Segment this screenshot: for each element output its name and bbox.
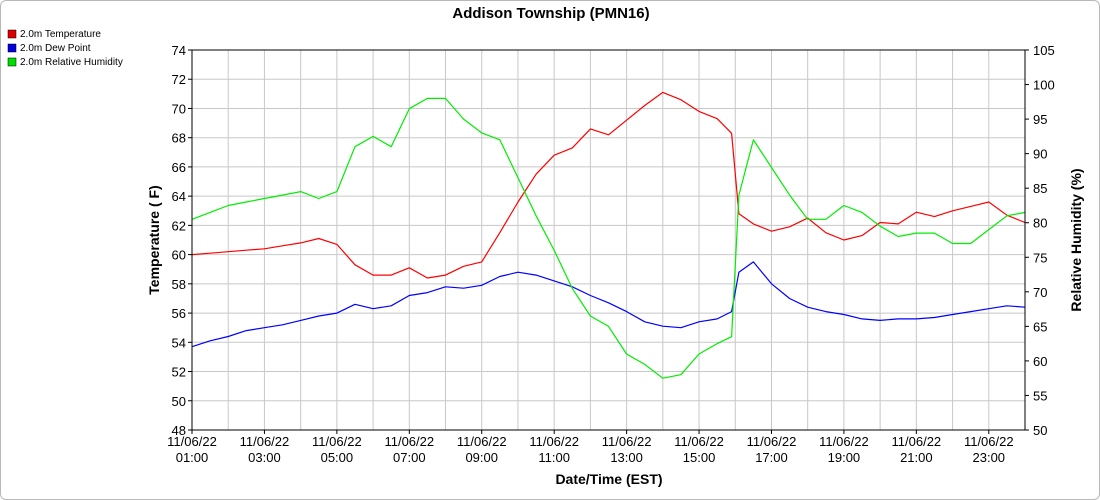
x-tick-date: 11/06/22 bbox=[167, 434, 217, 449]
left-tick-label: 72 bbox=[172, 72, 186, 87]
y-axis-label-right: Relative Humidity (%) bbox=[1068, 168, 1084, 311]
right-tick-label: 55 bbox=[1033, 388, 1047, 403]
x-tick-date: 11/06/22 bbox=[819, 434, 869, 449]
legend-label-temperature: 2.0m Temperature bbox=[20, 29, 101, 40]
left-tick-label: 48 bbox=[172, 423, 186, 438]
right-tick-label: 105 bbox=[1033, 43, 1055, 58]
right-tick-label: 70 bbox=[1033, 285, 1047, 300]
series-line-2-0m-dew-point bbox=[191, 261, 1026, 348]
x-tick-time: 21:00 bbox=[900, 450, 933, 465]
x-tick-date: 11/06/22 bbox=[457, 434, 507, 449]
right-tick-label: 100 bbox=[1033, 78, 1055, 93]
legend-swatch-relative-humidity bbox=[7, 57, 17, 67]
x-tick-time: 15:00 bbox=[683, 450, 716, 465]
x-tick-time: 01:00 bbox=[176, 450, 209, 465]
x-tick-time: 11:00 bbox=[538, 450, 570, 465]
left-tick-label: 62 bbox=[172, 218, 186, 233]
x-axis-ticks: 11/06/2201:0011/06/2203:0011/06/2205:001… bbox=[167, 430, 1014, 465]
left-tick-label: 74 bbox=[172, 43, 186, 58]
x-tick-date: 11/06/22 bbox=[674, 434, 724, 449]
left-axis-ticks: 48 50 52 54 56 58 60 62 64 66 68 70 72 74 bbox=[172, 43, 192, 438]
legend-label-relative-humidity: 2.0m Relative Humidity bbox=[20, 57, 123, 68]
x-tick-time: 09:00 bbox=[465, 450, 498, 465]
legend-swatch-dew-point bbox=[7, 43, 17, 53]
x-tick-date: 11/06/22 bbox=[384, 434, 434, 449]
right-tick-label: 90 bbox=[1033, 147, 1047, 162]
x-tick-time: 13:00 bbox=[610, 450, 643, 465]
chart-title: Addison Township (PMN16) bbox=[452, 5, 649, 22]
x-tick-time: 07:00 bbox=[393, 450, 426, 465]
right-tick-label: 85 bbox=[1033, 181, 1047, 196]
legend: 2.0m Temperature 2.0m Dew Point 2.0m Rel… bbox=[7, 29, 123, 68]
series-lines bbox=[191, 91, 1026, 379]
x-tick-time: 03:00 bbox=[248, 450, 281, 465]
x-tick-time: 23:00 bbox=[973, 450, 1006, 465]
right-tick-label: 80 bbox=[1033, 216, 1047, 231]
legend-label-dew-point: 2.0m Dew Point bbox=[20, 43, 91, 54]
x-tick-time: 19:00 bbox=[828, 450, 861, 465]
left-tick-label: 70 bbox=[172, 101, 186, 116]
left-tick-label: 60 bbox=[172, 248, 186, 263]
right-axis-ticks: 50 55 60 65 70 75 80 85 90 95 100 105 bbox=[1025, 43, 1055, 438]
left-tick-label: 50 bbox=[172, 394, 186, 409]
right-tick-label: 50 bbox=[1033, 423, 1047, 438]
x-tick-date: 11/06/22 bbox=[529, 434, 579, 449]
plot-area-border bbox=[191, 49, 1026, 431]
right-tick-label: 75 bbox=[1033, 250, 1047, 265]
right-tick-label: 65 bbox=[1033, 319, 1047, 334]
x-tick-date: 11/06/22 bbox=[240, 434, 290, 449]
left-tick-label: 56 bbox=[172, 306, 186, 321]
right-tick-label: 60 bbox=[1033, 354, 1047, 369]
x-tick-date: 11/06/22 bbox=[964, 434, 1014, 449]
left-tick-label: 52 bbox=[172, 365, 186, 380]
left-tick-label: 68 bbox=[172, 131, 186, 146]
grid-lines bbox=[191, 49, 1026, 431]
x-tick-date: 11/06/22 bbox=[312, 434, 362, 449]
x-tick-date: 11/06/22 bbox=[892, 434, 942, 449]
right-tick-label: 95 bbox=[1033, 112, 1047, 127]
legend-swatch-temperature bbox=[7, 29, 17, 39]
y-axis-label-left: Temperature ( F) bbox=[146, 185, 162, 294]
x-tick-time: 17:00 bbox=[755, 450, 788, 465]
series-line-2-0m-temperature bbox=[191, 91, 1026, 279]
left-tick-label: 58 bbox=[172, 277, 186, 292]
left-tick-label: 66 bbox=[172, 160, 186, 175]
x-tick-date: 11/06/22 bbox=[602, 434, 652, 449]
left-tick-label: 54 bbox=[172, 335, 186, 350]
left-tick-label: 64 bbox=[172, 189, 186, 204]
x-axis-label: Date/Time (EST) bbox=[555, 471, 662, 487]
x-tick-date: 11/06/22 bbox=[747, 434, 797, 449]
x-tick-time: 05:00 bbox=[321, 450, 354, 465]
series-line-2-0m-relative-humidity bbox=[191, 97, 1026, 379]
